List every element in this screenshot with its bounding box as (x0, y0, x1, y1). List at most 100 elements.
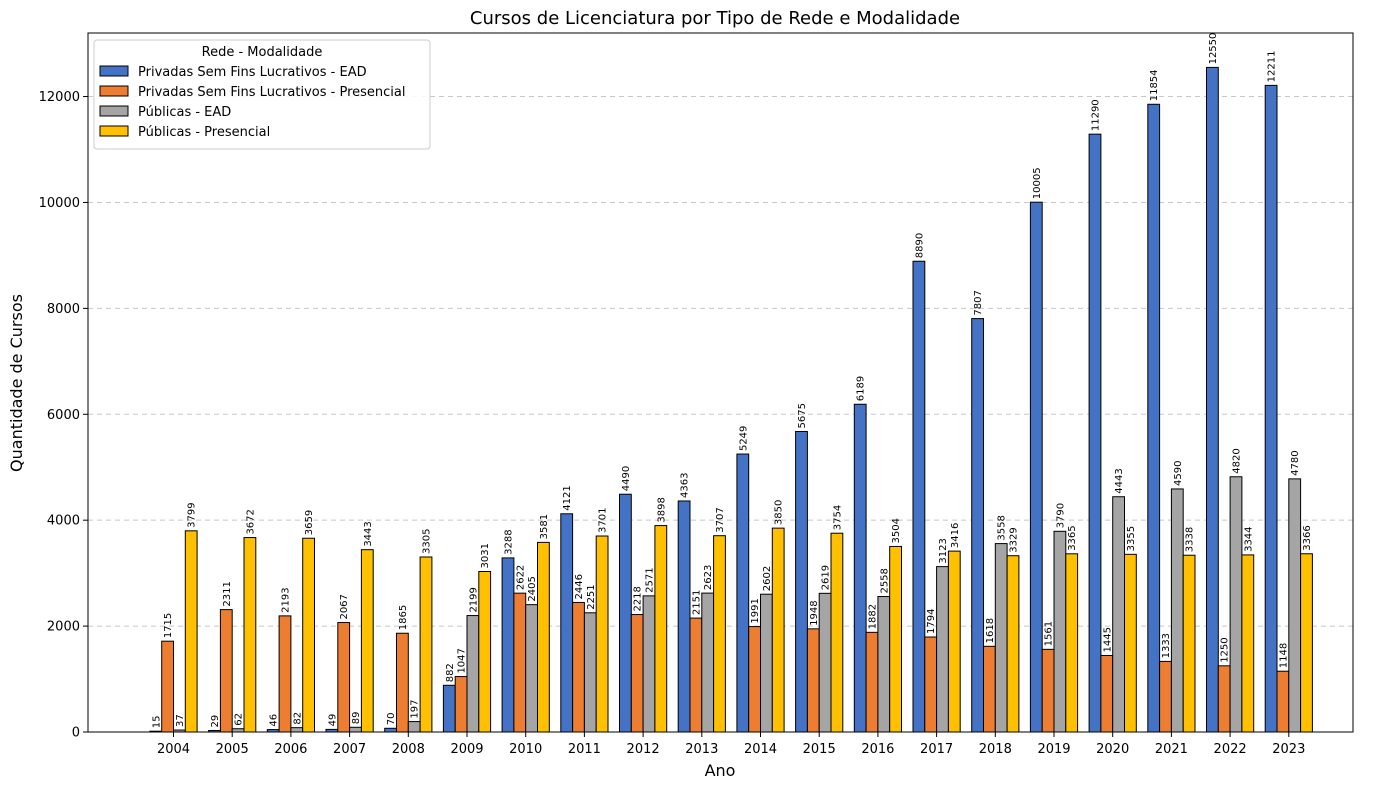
bar (619, 493, 632, 733)
bar (396, 632, 409, 733)
bar (560, 513, 574, 733)
bar-value-label: 3416 (950, 523, 961, 548)
bar-value-label: 1148 (1278, 643, 1289, 668)
x-axis-ticks: 2004 2005 2006 2007 2008 2009 2010 2011 2012 2013… (157, 732, 1305, 757)
bar (525, 604, 539, 733)
bar-value-label: 3344 (1243, 526, 1254, 551)
legend-items: Privadas Sem Fins Lucrativos - EAD Privad… (99, 65, 406, 140)
bar-value-label: 2251 (586, 584, 597, 609)
bar-value-label: 3707 (715, 507, 726, 532)
bar-value-label: 2602 (762, 566, 773, 591)
bar (278, 615, 292, 733)
x-axis-label: Ano (705, 761, 736, 780)
bar (513, 592, 527, 733)
x-tick-label: 2008 (392, 742, 425, 757)
bar (689, 617, 703, 733)
legend-box (93, 39, 431, 150)
bar-value-label: 82 (292, 712, 303, 725)
bar-value-label: 2151 (691, 590, 702, 615)
bar-value-label: 4121 (562, 485, 573, 510)
bar (1170, 488, 1184, 733)
bar (161, 640, 174, 733)
bar-value-label: 8890 (914, 233, 925, 258)
bar-value-label: 1250 (1220, 637, 1231, 662)
bar (501, 557, 515, 733)
bar-value-label: 3366 (1302, 525, 1313, 550)
bar (583, 612, 597, 733)
y-tick-label: 6000 (47, 408, 80, 423)
bar (1006, 555, 1020, 733)
bar-value-label: 2218 (633, 586, 644, 611)
bar (1241, 554, 1255, 733)
bar-value-label: 3355 (1126, 526, 1137, 551)
bar (537, 541, 550, 733)
bar (595, 535, 609, 733)
bar (1112, 496, 1125, 733)
bar-labels-group: 15 29 46 49 70 882 3288 4121 4490 4363 5249 5675 618… (151, 33, 1313, 729)
bar-value-label: 3790 (1055, 503, 1066, 528)
bar (1264, 84, 1278, 733)
bar (830, 532, 844, 733)
bar (736, 453, 750, 733)
bar-value-label: 197 (410, 699, 421, 718)
bar-value-label: 882 (445, 663, 456, 682)
bar (630, 614, 644, 733)
bar (1288, 478, 1302, 733)
bar (642, 595, 656, 733)
bar (748, 626, 762, 733)
bar (865, 631, 879, 733)
bar-value-label: 2619 (821, 565, 832, 590)
bar-value-label: 3305 (422, 529, 433, 554)
x-tick-label: 2012 (627, 742, 660, 757)
bar (912, 260, 926, 733)
bar-value-label: 1047 (457, 648, 468, 673)
bar-value-label: 3659 (304, 510, 315, 535)
y-tick-label: 2000 (47, 620, 80, 635)
bar (1217, 665, 1231, 733)
bar-value-label: 3365 (1067, 525, 1078, 550)
x-tick-label: 2019 (1037, 742, 1070, 757)
x-tick-label: 2014 (744, 742, 777, 757)
bar-value-label: 3850 (774, 500, 785, 525)
plot-frame (87, 32, 1354, 733)
bar-value-label: 4490 (621, 466, 632, 491)
bar-value-label: 62 (234, 713, 245, 726)
bar (219, 609, 233, 733)
bar-value-label: 1948 (809, 600, 820, 625)
bar (771, 527, 785, 733)
bar-value-label: 49 (327, 714, 338, 727)
bar-value-label: 3581 (539, 514, 550, 539)
bar-value-label: 1991 (750, 598, 761, 623)
legend-entry-label: Públicas - Presencial (138, 125, 270, 140)
bar-value-label: 4780 (1290, 450, 1301, 475)
y-tick-label: 8000 (47, 302, 80, 317)
bar-value-label: 1618 (985, 618, 996, 643)
bar (971, 318, 985, 733)
bar (302, 537, 316, 733)
bar-value-label: 4443 (1114, 468, 1125, 493)
x-tick-label: 2007 (333, 742, 366, 757)
bar-value-label: 3443 (363, 521, 374, 546)
bar (877, 596, 891, 733)
bar-value-label: 11290 (1091, 99, 1102, 131)
bar (654, 525, 668, 733)
chart-title: Cursos de Licenciatura por Tipo de Rede … (470, 8, 960, 29)
bar-value-label: 2571 (645, 567, 656, 592)
bar-value-label: 37 (175, 714, 186, 727)
y-tick-label: 10000 (39, 196, 80, 211)
bar-value-label: 29 (210, 715, 221, 728)
bar-value-label: 3504 (891, 518, 902, 543)
bar (1206, 66, 1219, 733)
bar (947, 550, 961, 733)
x-tick-label: 2017 (920, 742, 953, 757)
bar (1229, 476, 1243, 733)
bar (1100, 654, 1114, 733)
bar (243, 537, 257, 733)
bar-value-label: 2623 (703, 565, 714, 590)
bar-value-label: 1561 (1044, 621, 1055, 646)
bar (1053, 530, 1067, 733)
bar-value-label: 5675 (797, 403, 808, 428)
bar (924, 636, 938, 733)
bar-value-label: 2067 (339, 594, 350, 619)
